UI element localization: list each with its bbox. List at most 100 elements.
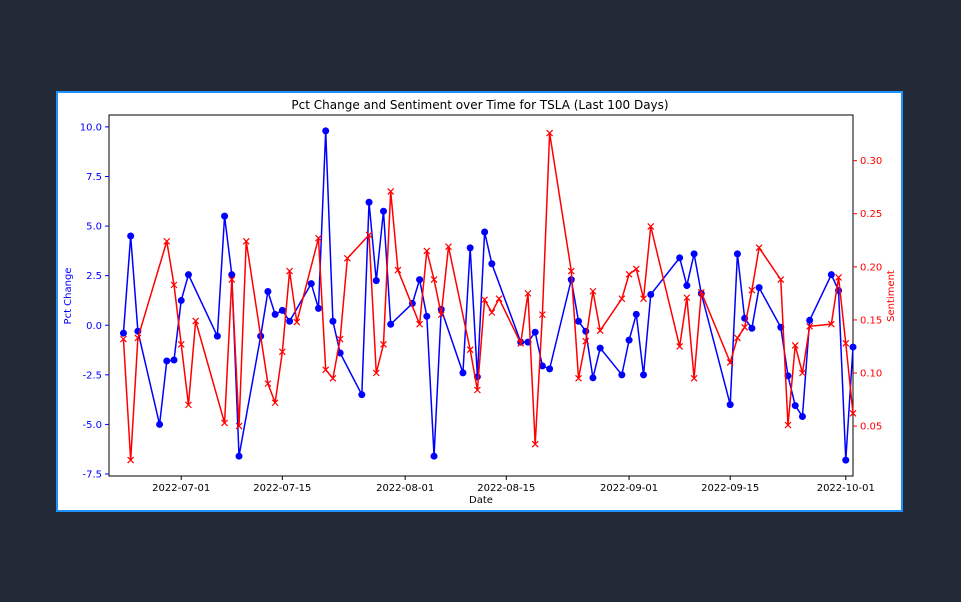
pct-change-line	[122, 130, 854, 461]
pct-change-point	[416, 276, 424, 284]
pct-change-point	[618, 371, 626, 379]
sentiment-point	[134, 334, 142, 342]
pct-change-point	[625, 336, 633, 344]
x-tick-label: 2022-09-15	[701, 483, 759, 494]
x-tick-label: 2022-08-15	[477, 483, 535, 494]
sentiment-point	[343, 254, 351, 262]
chart-title: Pct Change and Sentiment over Time for T…	[291, 98, 668, 112]
pct-change-point	[798, 412, 806, 420]
sentiment-point	[835, 274, 842, 281]
pct-change-point	[379, 207, 387, 215]
pct-change-point	[632, 310, 640, 318]
sentiment-point	[278, 348, 286, 356]
x-tick-label: 2022-10-01	[817, 483, 875, 494]
sentiment-point	[271, 399, 279, 407]
pct-change-point	[372, 277, 380, 285]
sentiment-point	[473, 386, 481, 394]
pct-change-point	[791, 402, 799, 410]
sentiment-point	[647, 223, 655, 230]
sentiment-point	[799, 369, 806, 377]
pct-change-point	[184, 271, 192, 279]
pct-change-point	[264, 288, 272, 296]
sentiment-point	[842, 339, 850, 347]
pct-change-point	[170, 356, 178, 364]
sentiment-point	[423, 247, 431, 255]
pct-change-point	[733, 250, 741, 258]
pct-change-point	[365, 198, 373, 206]
sentiment-point	[697, 288, 705, 296]
sentiment-point	[524, 289, 532, 297]
pct-change-point	[163, 357, 171, 365]
right-y-tick-label: 0.25	[860, 209, 882, 220]
sentiment-point	[827, 320, 835, 328]
pct-change-point	[683, 282, 691, 290]
sentiment-point	[242, 237, 250, 245]
chart-frame: Pct Change and Sentiment over Time for T…	[56, 91, 903, 512]
pct-change-point	[466, 244, 474, 252]
sentiment-point	[177, 340, 185, 348]
sentiment-point	[538, 311, 546, 319]
pct-change-point	[647, 291, 655, 299]
right-y-axis: 0.30 0.25 0.20 0.15 0.10 0.05	[853, 156, 882, 433]
sentiment-point	[322, 366, 330, 374]
sentiment-point	[690, 374, 698, 382]
right-y-axis-label: Sentiment	[886, 270, 897, 322]
sentiment-point	[625, 270, 633, 278]
pct-change-point	[156, 420, 164, 428]
sentiment-point	[531, 440, 539, 448]
pct-change-point	[827, 271, 835, 279]
right-y-tick-label: 0.05	[860, 422, 882, 433]
pct-change-point	[329, 317, 337, 325]
pct-change-point	[430, 452, 438, 460]
sentiment-point	[372, 369, 380, 377]
left-y-tick-label: 5.0	[86, 222, 102, 233]
sentiment-point	[748, 286, 756, 294]
sentiment-point	[235, 422, 243, 430]
left-y-axis-label: Pct Change	[63, 268, 74, 325]
left-y-tick-label: 0.0	[86, 321, 102, 332]
sentiment-point	[394, 266, 402, 274]
pct-change-point	[842, 456, 850, 464]
sentiment-point	[546, 129, 554, 137]
pct-change-point	[640, 371, 648, 379]
pct-change-point	[690, 250, 698, 258]
sentiment-point	[481, 296, 489, 304]
pct-change-point	[314, 304, 322, 312]
x-tick-label: 2022-07-15	[253, 483, 311, 494]
sentiment-point	[445, 243, 452, 251]
pct-change-point	[459, 369, 467, 377]
sentiment-point	[387, 188, 395, 195]
pct-change-point	[488, 260, 496, 268]
sentiment-point	[380, 340, 387, 348]
pct-change-point	[127, 232, 135, 240]
pct-change-point	[596, 344, 604, 352]
pct-change-point	[726, 401, 734, 409]
left-y-tick-label: -2.5	[82, 370, 102, 381]
sentiment-point	[221, 419, 228, 427]
pct-change-point	[271, 310, 279, 318]
x-tick-label: 2022-09-01	[600, 483, 658, 494]
sentiment-point	[734, 334, 741, 342]
sentiment-point	[293, 318, 301, 326]
sentiment-point	[315, 234, 322, 242]
sentiment-point	[683, 294, 691, 302]
plot-area	[108, 114, 854, 477]
right-y-tick-label: 0.30	[860, 156, 882, 167]
sentiment-point	[741, 323, 749, 331]
sentiment-point	[596, 327, 604, 334]
pct-change-point	[307, 280, 315, 288]
pct-change-point	[358, 391, 366, 399]
sentiment-point	[632, 265, 640, 273]
pct-change-point	[322, 127, 330, 135]
sentiment-point	[170, 281, 178, 289]
pct-change-point	[423, 312, 431, 320]
sentiment-series	[120, 129, 857, 464]
chart: Pct Change and Sentiment over Time for T…	[63, 98, 897, 506]
sentiment-point	[791, 341, 799, 349]
sentiment-point	[784, 421, 792, 429]
sentiment-point	[163, 237, 171, 245]
pct-change-point	[849, 343, 857, 351]
sentiment-point	[430, 276, 438, 283]
sentiment-point	[589, 287, 597, 295]
right-y-tick-label: 0.10	[860, 369, 882, 380]
